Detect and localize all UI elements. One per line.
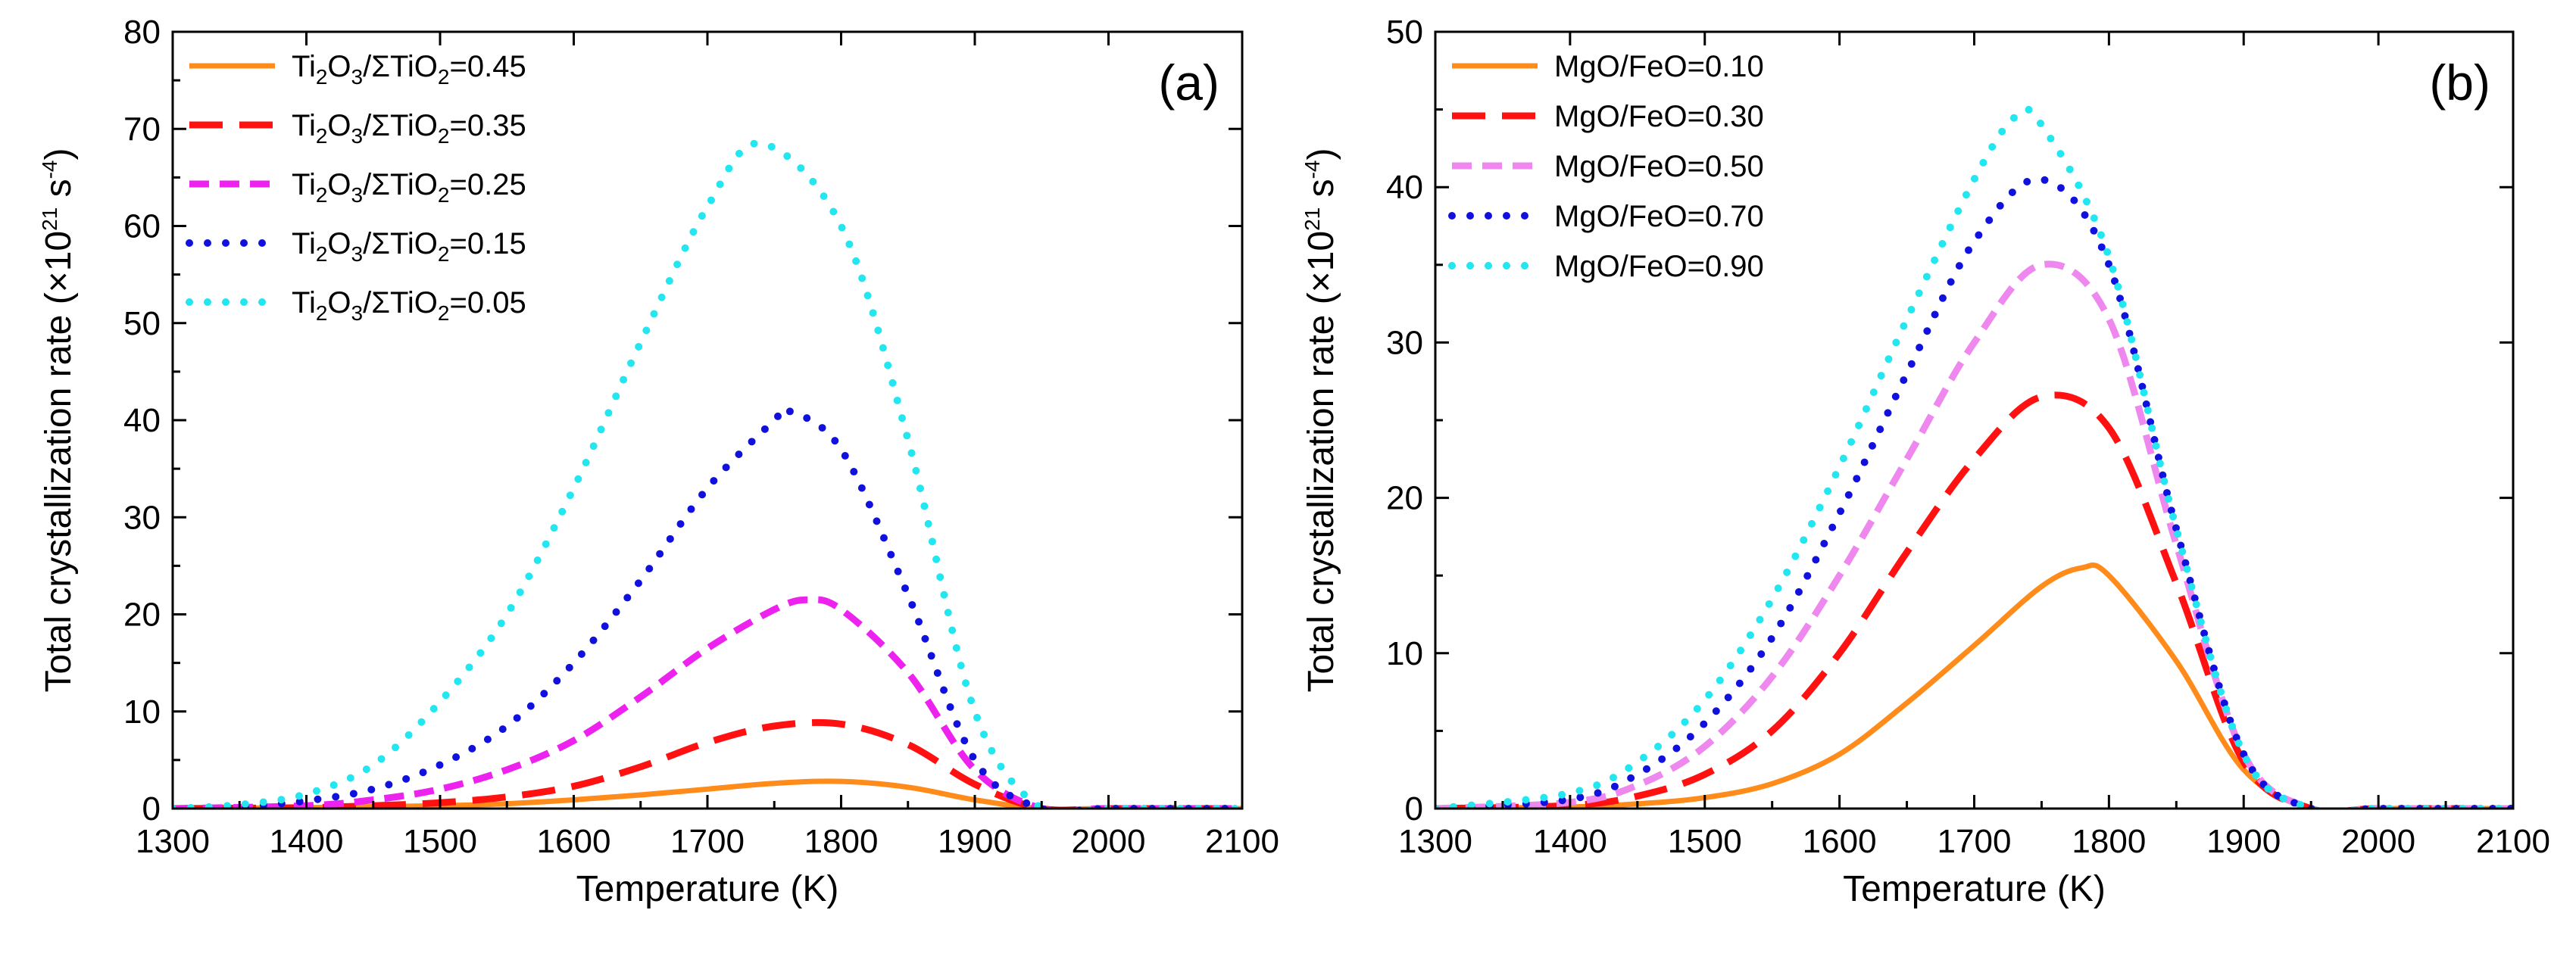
y-tick-label-5: 50	[123, 305, 161, 342]
series-line-4	[173, 139, 1242, 809]
legend-label-1: MgO/FeO=0.30	[1554, 100, 1764, 133]
x-tick-label-2: 1500	[403, 823, 477, 860]
y-tick-label-4: 40	[123, 402, 161, 439]
y-tick-label-5: 50	[1386, 14, 1423, 51]
legend: Ti2O3/ΣTiO2=0.45 Ti2O3/ΣTiO2=0.35 Ti2O3/ΣT…	[186, 50, 526, 325]
panel-label: (b)	[2429, 55, 2490, 111]
x-tick-label-7: 2000	[1072, 823, 1146, 860]
legend-label-3: MgO/FeO=0.70	[1554, 200, 1764, 233]
x-tick-label-6: 1900	[2206, 823, 2281, 860]
x-tick-label-0: 1300	[136, 823, 210, 860]
x-tick-label-7: 2000	[2341, 823, 2415, 860]
x-tick-label-8: 2100	[2476, 823, 2550, 860]
series-line-1	[1435, 391, 2513, 809]
series-line-1	[173, 718, 1242, 809]
x-tick-label-1: 1400	[1533, 823, 1607, 860]
chart-panel-a: 1300 1400 1500 1600 1700 1800 1900 2000 2100 0 10 2…	[38, 14, 1279, 909]
legend-label-3: Ti2O3/ΣTiO2=0.15	[292, 227, 526, 266]
y-tick-label-2: 20	[123, 597, 161, 634]
x-tick-label-3: 1600	[1803, 823, 1877, 860]
series-line-2	[1435, 260, 2513, 809]
y-tick-label-4: 40	[1386, 169, 1423, 206]
legend-label-1: Ti2O3/ΣTiO2=0.35	[292, 109, 526, 148]
y-tick-label-0: 0	[1405, 790, 1423, 827]
y-tick-label-1: 10	[123, 693, 161, 731]
legend-label-0: MgO/FeO=0.10	[1554, 50, 1764, 83]
x-tick-label-1: 1400	[270, 823, 344, 860]
series-line-0	[1435, 562, 2513, 809]
y-tick-label-6: 60	[123, 208, 161, 245]
x-tick-label-5: 1800	[2072, 823, 2146, 860]
y-tick-label-2: 20	[1386, 480, 1423, 517]
x-tick-label-8: 2100	[1205, 823, 1279, 860]
legend-label-0: Ti2O3/ΣTiO2=0.45	[292, 50, 526, 89]
plot-frame	[1434, 30, 2515, 810]
y-tick-label-0: 0	[142, 790, 161, 827]
y-tick-label-1: 10	[1386, 635, 1423, 672]
x-tick-label-4: 1700	[1937, 823, 2012, 860]
y-tick-label-8: 80	[123, 14, 161, 51]
series-line-0	[173, 778, 1242, 809]
x-tick-label-4: 1700	[670, 823, 745, 860]
panel-label: (a)	[1158, 55, 1219, 111]
y-axis-label: Total crystallization rate (×1021 s-4)	[1300, 148, 1341, 693]
y-tick-label-3: 30	[123, 499, 161, 536]
legend-label-4: MgO/FeO=0.90	[1554, 250, 1764, 283]
legend-label-2: Ti2O3/ΣTiO2=0.25	[292, 168, 526, 207]
y-tick-label-3: 30	[1386, 324, 1423, 361]
x-tick-label-3: 1600	[537, 823, 611, 860]
x-tick-label-5: 1800	[804, 823, 879, 860]
x-tick-label-2: 1500	[1668, 823, 1742, 860]
series-lines	[173, 139, 1242, 809]
series-line-3	[173, 404, 1242, 809]
series-line-4	[1435, 105, 2513, 809]
y-tick-label-7: 70	[123, 111, 161, 148]
series-line-2	[173, 596, 1242, 809]
legend-label-2: MgO/FeO=0.50	[1554, 150, 1764, 183]
legend: MgO/FeO=0.10 MgO/FeO=0.30 MgO/FeO=0.50 MgO/…	[1448, 50, 1764, 283]
x-axis-label: Temperature (K)	[576, 869, 839, 909]
plot-frame	[171, 30, 1244, 810]
x-axis-label: Temperature (K)	[1843, 869, 2106, 909]
chart-panel-b: 1300 1400 1500 1600 1700 1800 1900 2000 2100 0 10 2…	[1300, 14, 2550, 909]
series-lines	[1435, 105, 2513, 809]
legend-label-4: Ti2O3/ΣTiO2=0.05	[292, 286, 526, 325]
x-tick-label-0: 1300	[1398, 823, 1472, 860]
x-tick-label-6: 1900	[938, 823, 1012, 860]
y-axis-label: Total crystallization rate (×1021 s-4)	[38, 148, 79, 693]
